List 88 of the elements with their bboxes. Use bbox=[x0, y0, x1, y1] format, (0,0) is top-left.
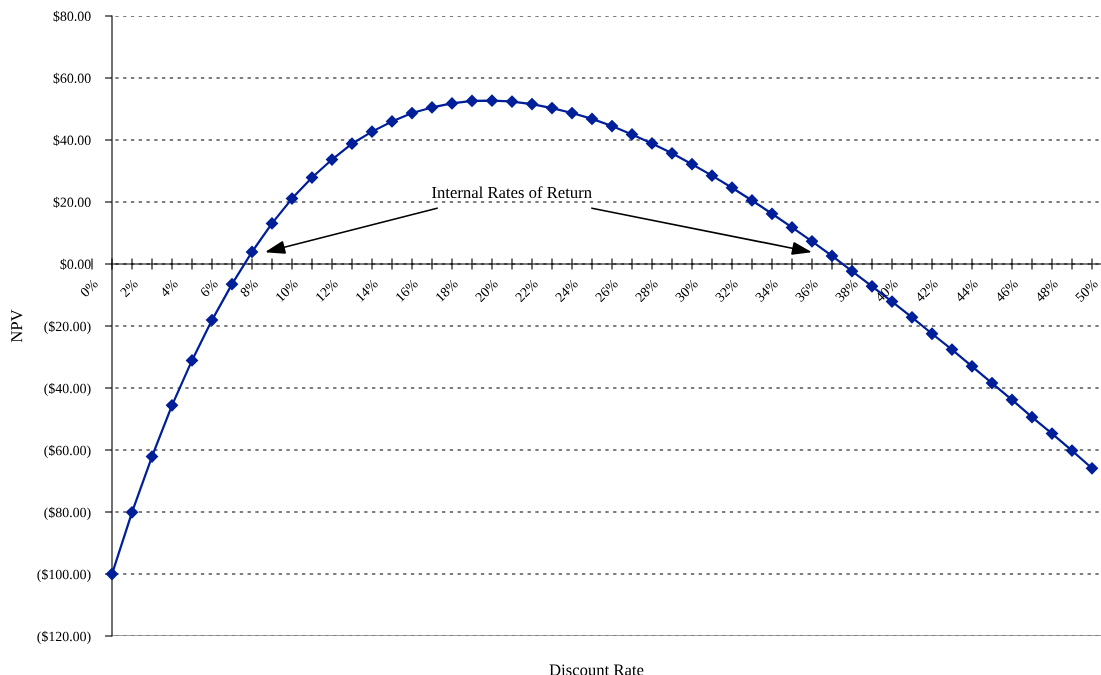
point bbox=[1065, 444, 1079, 457]
x-tick-label: 20% bbox=[474, 278, 499, 303]
point bbox=[705, 169, 719, 182]
point bbox=[285, 192, 299, 205]
x-tick-label: 46% bbox=[994, 278, 1019, 303]
point bbox=[845, 265, 859, 278]
x-tick-label: 16% bbox=[395, 278, 419, 302]
y-tick-label: $60.00 bbox=[53, 72, 91, 84]
x-tick-label: 44% bbox=[954, 278, 979, 303]
point bbox=[645, 137, 659, 150]
y-tick-label: $20.00 bbox=[53, 196, 91, 208]
point bbox=[165, 399, 179, 412]
point bbox=[725, 181, 739, 194]
x-tick-label: 10% bbox=[275, 278, 299, 302]
x-tick-label: 30% bbox=[674, 278, 699, 303]
y-tick-label: $0.00 bbox=[60, 258, 91, 270]
point bbox=[945, 343, 959, 356]
point bbox=[965, 360, 979, 373]
point bbox=[585, 112, 599, 126]
annotation: Internal Rates of Return bbox=[432, 186, 592, 199]
point bbox=[625, 128, 639, 141]
point bbox=[925, 327, 939, 340]
x-tick-label: 42% bbox=[914, 278, 939, 303]
y-tick-label: $80.00 bbox=[53, 10, 91, 22]
point bbox=[905, 311, 919, 324]
y-tick-label: ($20.00) bbox=[44, 320, 91, 334]
x-axis-title: Discount Rate bbox=[549, 664, 644, 675]
x-tick-label: 34% bbox=[754, 278, 779, 303]
y-tick-label: $40.00 bbox=[53, 134, 91, 146]
point bbox=[1045, 427, 1059, 440]
point bbox=[525, 97, 539, 111]
y-tick-label: ($80.00) bbox=[44, 506, 91, 520]
x-tick-label: 26% bbox=[594, 278, 619, 303]
x-tick-label: 24% bbox=[554, 278, 579, 303]
x-tick-label: 14% bbox=[355, 278, 379, 302]
x-tick-label: 28% bbox=[634, 278, 659, 303]
point bbox=[665, 147, 679, 160]
point bbox=[325, 153, 339, 166]
point bbox=[1025, 411, 1039, 424]
point bbox=[1085, 462, 1099, 475]
point bbox=[365, 125, 379, 138]
x-tick-label: 18% bbox=[435, 278, 459, 302]
y-tick-label: ($40.00) bbox=[44, 382, 91, 396]
point bbox=[785, 221, 799, 234]
point bbox=[745, 194, 759, 207]
point bbox=[345, 137, 359, 150]
x-tick-label: 6% bbox=[199, 278, 219, 298]
x-tick-label: 2% bbox=[119, 278, 139, 298]
point bbox=[225, 278, 239, 291]
point bbox=[265, 217, 279, 230]
point bbox=[385, 115, 399, 128]
x-tick-label: 50% bbox=[1074, 278, 1099, 303]
point bbox=[145, 450, 159, 463]
point bbox=[765, 207, 779, 220]
point bbox=[565, 106, 579, 120]
point bbox=[405, 106, 419, 120]
point bbox=[485, 94, 499, 107]
x-tick-label: 36% bbox=[794, 278, 819, 303]
point bbox=[805, 235, 819, 248]
x-tick-label: 0% bbox=[79, 278, 99, 298]
x-tick-label: 40% bbox=[874, 278, 899, 303]
y-axis-title: NPV bbox=[11, 309, 23, 343]
point bbox=[125, 506, 139, 519]
point bbox=[425, 101, 439, 114]
point bbox=[505, 95, 519, 108]
y-tick-label: ($100.00) bbox=[37, 568, 91, 582]
y-tick-label: ($120.00) bbox=[37, 630, 91, 644]
point bbox=[1005, 393, 1019, 406]
x-tick-label: 32% bbox=[714, 278, 739, 303]
point bbox=[305, 171, 319, 184]
x-tick-label: 4% bbox=[159, 278, 179, 298]
point bbox=[465, 94, 479, 108]
point bbox=[105, 567, 119, 581]
point bbox=[685, 158, 699, 171]
y-tick-label: ($60.00) bbox=[44, 444, 91, 458]
x-tick-label: 12% bbox=[315, 278, 339, 302]
point bbox=[825, 249, 839, 263]
point bbox=[985, 376, 999, 390]
point bbox=[245, 245, 259, 259]
x-tick-label: 48% bbox=[1034, 278, 1059, 303]
point bbox=[445, 97, 459, 110]
point bbox=[545, 101, 559, 115]
point bbox=[205, 314, 219, 327]
x-tick-label: 8% bbox=[239, 278, 259, 298]
point bbox=[185, 354, 199, 367]
point bbox=[605, 119, 619, 133]
x-tick-label: 22% bbox=[514, 278, 539, 303]
x-tick-label: 38% bbox=[834, 278, 859, 303]
